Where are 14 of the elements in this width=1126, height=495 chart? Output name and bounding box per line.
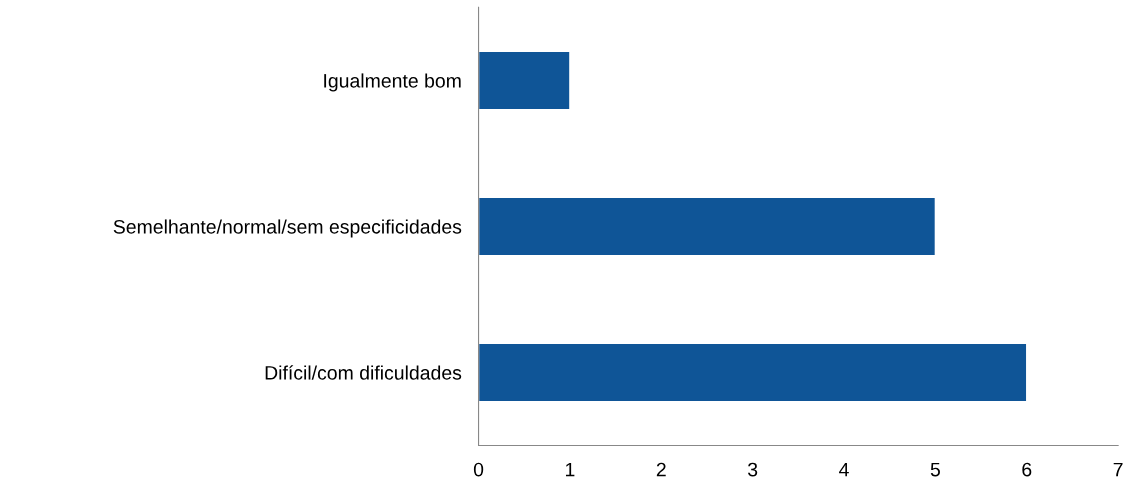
x-tick-label: 3 <box>747 462 758 477</box>
x-tick-label: 0 <box>473 462 484 477</box>
bar <box>478 196 937 257</box>
y-tick-label: Semelhante/normal/sem especificidades <box>113 219 462 238</box>
y-tick-label: Igualmente bom <box>324 73 461 92</box>
x-tick-label: 7 <box>1113 462 1123 477</box>
y-tick-label: Difícil/com dificuldades <box>265 365 462 380</box>
x-tick-label: 5 <box>930 462 940 477</box>
x-tick-label: 1 <box>565 462 575 477</box>
x-tick-label: 4 <box>839 462 849 477</box>
x-tick-label: 2 <box>656 462 666 477</box>
x-tick-label: 6 <box>1022 462 1032 477</box>
bar <box>478 342 1028 403</box>
bar <box>478 50 571 111</box>
